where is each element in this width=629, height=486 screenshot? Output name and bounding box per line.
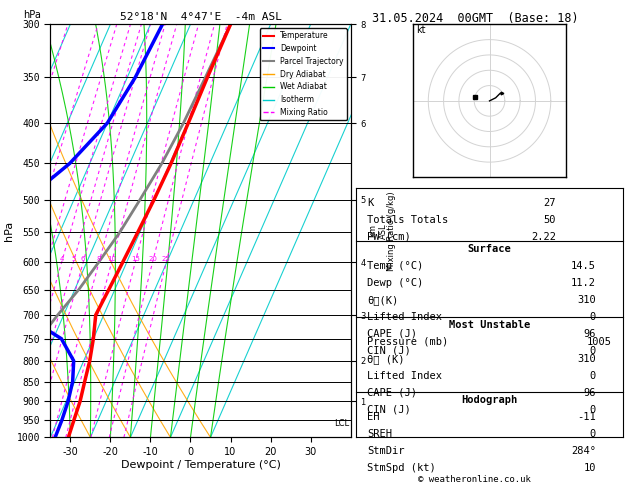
Text: Lifted Index: Lifted Index (367, 371, 442, 381)
Text: 1005: 1005 (587, 337, 612, 347)
Text: 0: 0 (590, 405, 596, 415)
Text: CAPE (J): CAPE (J) (367, 329, 417, 339)
Title: 52°18'N  4°47'E  -4m ASL: 52°18'N 4°47'E -4m ASL (120, 12, 282, 22)
Text: 310: 310 (577, 295, 596, 305)
Text: Lifted Index: Lifted Index (367, 312, 442, 322)
Y-axis label: hPa: hPa (4, 221, 14, 241)
Text: 4: 4 (60, 256, 64, 262)
Text: 0: 0 (590, 371, 596, 381)
X-axis label: Dewpoint / Temperature (°C): Dewpoint / Temperature (°C) (121, 460, 281, 470)
Text: 10: 10 (584, 463, 596, 473)
Text: StmSpd (kt): StmSpd (kt) (367, 463, 436, 473)
Text: CIN (J): CIN (J) (367, 405, 411, 415)
Text: 15: 15 (131, 256, 140, 262)
Text: Surface: Surface (467, 244, 511, 254)
Text: θᴇ (K): θᴇ (K) (367, 354, 404, 364)
Text: -11: -11 (577, 412, 596, 422)
Legend: Temperature, Dewpoint, Parcel Trajectory, Dry Adiabat, Wet Adiabat, Isotherm, Mi: Temperature, Dewpoint, Parcel Trajectory… (260, 28, 347, 120)
Text: Dewp (°C): Dewp (°C) (367, 278, 423, 288)
Text: 14.5: 14.5 (571, 260, 596, 271)
Text: 11.2: 11.2 (571, 278, 596, 288)
Text: hPa: hPa (23, 10, 41, 20)
Text: 5: 5 (71, 256, 75, 262)
Text: kt: kt (416, 25, 425, 35)
Text: θᴇ(K): θᴇ(K) (367, 295, 398, 305)
Y-axis label: km
ASL: km ASL (369, 223, 388, 239)
Text: CIN (J): CIN (J) (367, 346, 411, 356)
Text: 6: 6 (81, 256, 86, 262)
Text: SREH: SREH (367, 429, 392, 439)
Text: PW (cm): PW (cm) (367, 231, 411, 242)
Text: 96: 96 (584, 388, 596, 398)
Text: Hodograph: Hodograph (462, 395, 518, 405)
Text: 20: 20 (148, 256, 157, 262)
Text: 50: 50 (543, 214, 556, 225)
Text: CAPE (J): CAPE (J) (367, 388, 417, 398)
Text: 0: 0 (590, 346, 596, 356)
Text: 27: 27 (543, 197, 556, 208)
Text: 96: 96 (584, 329, 596, 339)
Text: 2.22: 2.22 (531, 231, 556, 242)
Text: StmDir: StmDir (367, 446, 404, 456)
Text: 31.05.2024  00GMT  (Base: 18): 31.05.2024 00GMT (Base: 18) (372, 12, 578, 25)
Text: Temp (°C): Temp (°C) (367, 260, 423, 271)
Text: Most Unstable: Most Unstable (449, 320, 530, 330)
Text: Mixing Ratio (g/kg): Mixing Ratio (g/kg) (387, 191, 396, 271)
Text: 25: 25 (162, 256, 170, 262)
Text: 8: 8 (97, 256, 101, 262)
Text: K: K (367, 197, 373, 208)
Text: 0: 0 (590, 429, 596, 439)
Text: LCL: LCL (335, 419, 350, 428)
Text: 284°: 284° (571, 446, 596, 456)
Text: 10: 10 (107, 256, 116, 262)
Text: 310: 310 (577, 354, 596, 364)
Text: © weatheronline.co.uk: © weatheronline.co.uk (418, 474, 532, 484)
Text: 0: 0 (590, 312, 596, 322)
Text: Totals Totals: Totals Totals (367, 214, 448, 225)
Text: Pressure (mb): Pressure (mb) (367, 337, 448, 347)
Text: EH: EH (367, 412, 379, 422)
